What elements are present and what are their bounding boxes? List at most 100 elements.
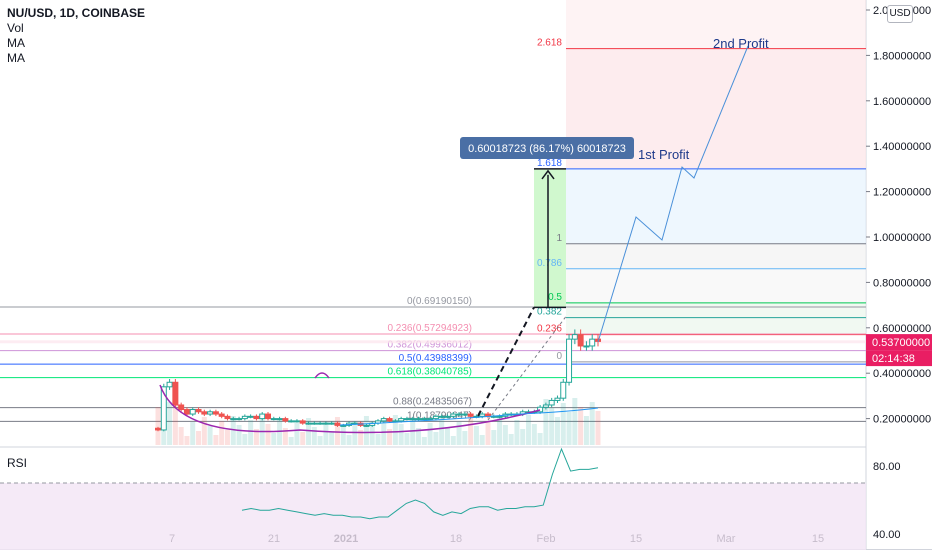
- cup-pattern: [159, 384, 541, 434]
- last-price-label: 0.53700000: [872, 337, 930, 349]
- legend-vol[interactable]: Vol: [7, 21, 24, 35]
- volume-bar: [444, 427, 450, 445]
- candle-body: [560, 381, 567, 399]
- volume-bar: [549, 408, 555, 445]
- volume-bar: [282, 428, 288, 445]
- volume-bar: [479, 435, 485, 445]
- volume-bar: [358, 430, 364, 445]
- volume-bar: [323, 422, 329, 445]
- candle-body: [247, 415, 254, 418]
- price-axis-label: 0.60000000: [873, 323, 931, 335]
- currency-button[interactable]: USD: [887, 5, 913, 23]
- volume-bar: [329, 431, 335, 445]
- annotation-second-profit: 2nd Profit: [713, 36, 769, 51]
- candle-body: [201, 411, 208, 415]
- price-axis-label: 0.20000000: [873, 414, 931, 426]
- fib-retracement-label: 0.382(0.49936012): [387, 340, 472, 351]
- price-axis-label: 0.80000000: [873, 277, 931, 289]
- volume-bar: [207, 426, 213, 445]
- volume-bar: [369, 425, 375, 445]
- volume-bar: [439, 418, 445, 445]
- price-axis-label: 1.20000000: [873, 187, 931, 199]
- fib-retracement-label: 0.236(0.57294923): [387, 323, 472, 334]
- volume-bar: [578, 407, 584, 445]
- volume-bar: [317, 436, 323, 445]
- candle-body: [438, 415, 445, 418]
- volume-bar: [508, 434, 514, 445]
- candle-body: [311, 422, 318, 425]
- volume-bar: [375, 434, 381, 445]
- legend-ma2[interactable]: MA: [7, 51, 25, 65]
- candle-body: [444, 415, 451, 418]
- candle-body: [189, 409, 196, 415]
- volume-bar: [462, 431, 468, 445]
- rsi-label[interactable]: RSI: [7, 456, 28, 470]
- volume-bar: [178, 427, 184, 445]
- volume-bar: [572, 398, 578, 445]
- candle-body: [571, 334, 578, 340]
- fib-retracement-label: 0.618(0.38040785): [387, 367, 472, 378]
- candle-body: [456, 413, 463, 416]
- candle-body: [479, 413, 486, 417]
- volume-bar: [300, 432, 306, 445]
- volume-bar: [421, 437, 427, 445]
- candle-body: [542, 404, 549, 408]
- annotation-first-profit: 1st Profit: [638, 147, 690, 162]
- fib-extension-label: 1: [556, 233, 562, 244]
- candle-body: [160, 386, 167, 431]
- price-axis-label: 0.40000000: [873, 368, 931, 380]
- rsi-line: [241, 447, 599, 520]
- trend-dashed-line: [477, 306, 535, 417]
- volume-bar: [398, 424, 404, 445]
- candle-body: [461, 413, 468, 416]
- fib-retracement-label: 0.88(0.24835067): [393, 397, 472, 408]
- volume-bar: [306, 418, 312, 445]
- candle-body: [409, 418, 416, 421]
- legend-symbol[interactable]: NU/USD, 1D, COINBASE: [7, 6, 146, 20]
- candle-body: [589, 338, 596, 347]
- volume-bar: [416, 428, 422, 445]
- volume-bar: [346, 435, 352, 445]
- rsi-band: [0, 483, 866, 550]
- candle-body: [432, 415, 439, 420]
- measure-tooltip-bg: [460, 137, 634, 159]
- volume-bar: [155, 407, 161, 445]
- candle-body: [554, 397, 561, 401]
- volume-bar: [311, 427, 317, 445]
- candle-body: [415, 418, 422, 421]
- candle-body: [282, 418, 289, 422]
- candle-body: [450, 413, 457, 417]
- moving-average-line: [339, 407, 599, 426]
- legend-ma1[interactable]: MA: [7, 36, 25, 50]
- volume-bar: [334, 417, 340, 445]
- price-axis-label: 1.40000000: [873, 141, 931, 153]
- volume-bar: [224, 430, 230, 445]
- volume-bar: [583, 416, 589, 445]
- last-price-bg: [866, 334, 932, 351]
- fib-extension-label: 0.5: [548, 292, 562, 303]
- handle-mark: [314, 372, 330, 379]
- candle-body: [259, 413, 266, 420]
- fib-retracement-label: 0.5(0.43988399): [399, 353, 472, 364]
- price-axis-label: 1.60000000: [873, 96, 931, 108]
- candle-body: [334, 422, 341, 426]
- countdown-label: 02:14:38: [872, 353, 915, 365]
- candle-body: [403, 418, 410, 421]
- volume-bar: [230, 416, 236, 445]
- candle-body: [421, 418, 428, 421]
- volume-bar: [450, 436, 456, 445]
- price-axis-label: 1.00000000: [873, 232, 931, 244]
- candle-body: [496, 415, 503, 418]
- candle-body: [265, 413, 271, 420]
- candle-body: [230, 418, 237, 421]
- volume-bar: [497, 416, 503, 445]
- candle-body: [212, 411, 219, 415]
- candle-body: [467, 413, 474, 417]
- fib-zone-1618: [566, 168, 866, 244]
- fib-zone-05: [566, 302, 866, 335]
- candle-body: [207, 411, 214, 415]
- candle-body: [183, 409, 190, 415]
- fib-extension-label: 0.382: [537, 307, 562, 318]
- projection-path: [597, 45, 749, 343]
